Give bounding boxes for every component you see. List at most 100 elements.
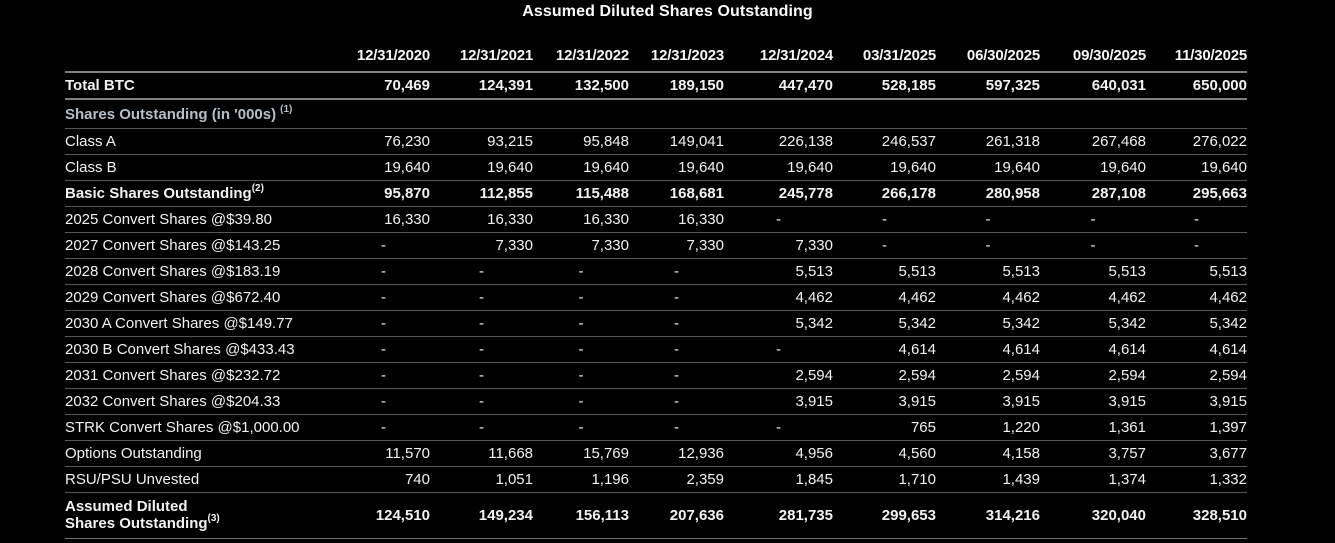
- cell-value: -: [629, 362, 724, 389]
- table-row: 2025 Convert Shares @$39.80 16,330 16,330 1…: [65, 206, 1247, 233]
- cell-value: -: [337, 310, 430, 337]
- cell-value: 1,051: [430, 466, 533, 493]
- cell-value: -: [936, 232, 1040, 259]
- cell-value: -: [430, 388, 533, 415]
- cell-value: 5,342: [936, 310, 1040, 337]
- row-label: Options Outstanding: [65, 440, 337, 467]
- cell-value: -: [936, 206, 1040, 233]
- cell-value: -: [629, 310, 724, 337]
- cell-value: -: [1146, 206, 1247, 233]
- date-column-header: 12/31/2024: [724, 21, 833, 73]
- cell-value: 16,330: [337, 206, 430, 233]
- cell-value: 11,570: [337, 440, 430, 467]
- row-label: 2029 Convert Shares @$672.40: [65, 284, 337, 311]
- footnote-marker: (2): [251, 183, 264, 194]
- cell-value: 7,330: [533, 232, 629, 259]
- cell-value: 266,178: [833, 180, 936, 207]
- cell-value: 5,342: [1146, 310, 1247, 337]
- row-label-text: 2030 B Convert Shares @$433.43: [65, 341, 295, 358]
- row-label: STRK Convert Shares @$1,000.00: [65, 414, 337, 441]
- table-row: Shares Outstanding (in '000s) (1): [65, 99, 1247, 129]
- row-label: 2030 B Convert Shares @$433.43: [65, 336, 337, 363]
- cell-value: 15,769: [533, 440, 629, 467]
- cell-value: 5,513: [1146, 258, 1247, 285]
- cell-value: -: [533, 362, 629, 389]
- cell-value: -: [833, 232, 936, 259]
- cell-value: 281,735: [724, 492, 833, 539]
- cell-value: 650,000: [1146, 72, 1247, 100]
- cell-value: 149,041: [629, 128, 724, 155]
- cell-value: -: [724, 206, 833, 233]
- cell-value: -: [629, 258, 724, 285]
- row-label-text: Assumed Diluted: [65, 498, 188, 515]
- cell-value: 19,640: [833, 154, 936, 181]
- cell-value: 7,330: [724, 232, 833, 259]
- cell-value: 95,870: [337, 180, 430, 207]
- cell-value: -: [629, 284, 724, 311]
- cell-value: 5,513: [724, 258, 833, 285]
- date-column-header: 12/31/2022: [533, 21, 629, 73]
- table-row: Class A 76,230 93,215 95,848 149,041 226,138 2…: [65, 128, 1247, 155]
- cell-value: -: [1040, 232, 1146, 259]
- cell-value: 1,332: [1146, 466, 1247, 493]
- cell-value: -: [533, 414, 629, 441]
- table-row: 2030 A Convert Shares @$149.77- - - -5,342 5…: [65, 310, 1247, 337]
- table-row: Basic Shares Outstanding(2) 95,870 112,855…: [65, 180, 1247, 207]
- cell-value: 19,640: [1040, 154, 1146, 181]
- cell-value: -: [533, 258, 629, 285]
- cell-value: 4,614: [833, 336, 936, 363]
- cell-value: 4,614: [936, 336, 1040, 363]
- cell-value: -: [533, 388, 629, 415]
- row-label: 2032 Convert Shares @$204.33: [65, 388, 337, 415]
- cell-value: 3,915: [1146, 388, 1247, 415]
- row-label-text: Class A: [65, 133, 116, 150]
- cell-value: 7,330: [430, 232, 533, 259]
- table-row: Assumed Diluted Shares Outstanding(3) 124,…: [65, 492, 1247, 539]
- cell-value: -: [337, 336, 430, 363]
- cell-value: 5,513: [1040, 258, 1146, 285]
- cell-value: -: [430, 414, 533, 441]
- table-row: Total BTC 70,469 124,391 132,500 189,150 447,…: [65, 72, 1247, 100]
- row-label: RSU/PSU Unvested: [65, 466, 337, 493]
- cell-value: 4,614: [1040, 336, 1146, 363]
- row-label-text: 2029 Convert Shares @$672.40: [65, 289, 281, 306]
- cell-value: 19,640: [936, 154, 1040, 181]
- cell-value: 4,956: [724, 440, 833, 467]
- cell-value: -: [337, 414, 430, 441]
- cell-value: 4,462: [1040, 284, 1146, 311]
- date-column-header: 12/31/2020: [337, 21, 430, 73]
- cell-value: 11,668: [430, 440, 533, 467]
- cell-value: 4,462: [1146, 284, 1247, 311]
- cell-value: 3,915: [936, 388, 1040, 415]
- cell-value: 299,653: [833, 492, 936, 539]
- cell-value: 1,397: [1146, 414, 1247, 441]
- cell-value: 2,594: [724, 362, 833, 389]
- cell-value: 4,462: [833, 284, 936, 311]
- cell-value: 246,537: [833, 128, 936, 155]
- date-column-header: 03/31/2025: [833, 21, 936, 73]
- table-row: 2029 Convert Shares @$672.40- - - -4,462 4,4…: [65, 284, 1247, 311]
- cell-value: 124,391: [430, 72, 533, 100]
- cell-value: 276,022: [1146, 128, 1247, 155]
- cell-value: 19,640: [724, 154, 833, 181]
- row-label-text: 2032 Convert Shares @$204.33: [65, 393, 281, 410]
- row-label-text: 2031 Convert Shares @$232.72: [65, 367, 281, 384]
- cell-value: -: [430, 258, 533, 285]
- table-row: 2028 Convert Shares @$183.19- - - -5,513 5,5…: [65, 258, 1247, 285]
- cell-value: 19,640: [337, 154, 430, 181]
- cell-value: 5,342: [833, 310, 936, 337]
- cell-value: 5,342: [1040, 310, 1146, 337]
- cell-value: 1,845: [724, 466, 833, 493]
- row-label-text: Basic Shares Outstanding: [65, 185, 252, 202]
- row-label-text: Shares Outstanding: [65, 515, 208, 532]
- table-row: 2030 B Convert Shares @$433.43- - - - -4,614…: [65, 336, 1247, 363]
- cell-value: -: [533, 336, 629, 363]
- cell-value: 5,342: [724, 310, 833, 337]
- cell-value: 528,185: [833, 72, 936, 100]
- date-header-row: 12/31/2020 12/31/2021 12/31/2022 12/31/2023…: [65, 21, 1247, 73]
- cell-value: 3,677: [1146, 440, 1247, 467]
- cell-value: -: [833, 206, 936, 233]
- cell-value: -: [337, 284, 430, 311]
- cell-value: 4,158: [936, 440, 1040, 467]
- cell-value: 267,468: [1040, 128, 1146, 155]
